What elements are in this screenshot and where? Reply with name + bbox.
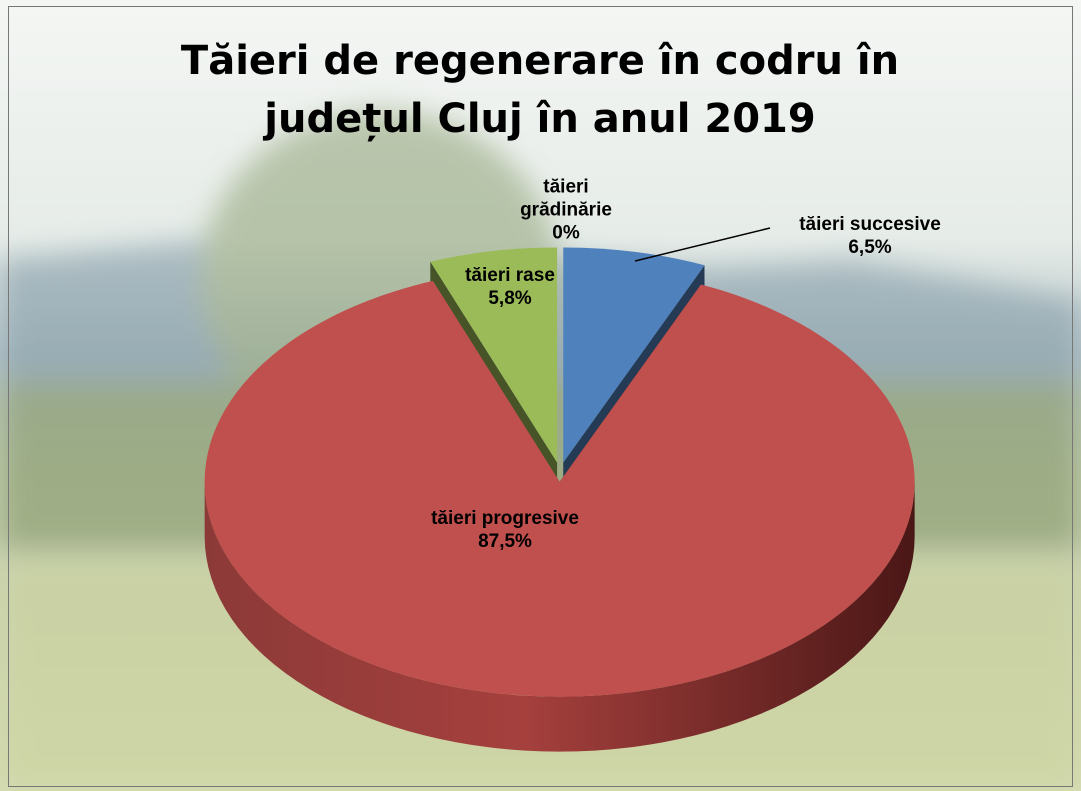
slice-name: tăieri grădinărie <box>520 176 612 221</box>
pie <box>204 247 915 752</box>
slice-name: tăieri rase <box>465 265 555 286</box>
slice-value: 87,5% <box>478 531 532 552</box>
chart-title: Tăieri de regenerare în codru în județul… <box>180 38 900 142</box>
data-label: tăieri succesive 6,5% <box>740 213 1000 259</box>
slice-name: tăieri succesive <box>799 214 941 235</box>
slice <box>563 247 705 463</box>
slice-value: 5,8% <box>488 288 532 309</box>
data-label: tăieri rase 5,8% <box>430 264 590 310</box>
slice-name: tăieri progresive <box>431 508 579 529</box>
data-label: tăieri progresive 87,5% <box>430 507 580 553</box>
slice <box>430 247 558 463</box>
data-label: tăieri grădinărie 0% <box>511 176 621 245</box>
slice-wall <box>204 481 915 752</box>
leader-line <box>634 227 771 262</box>
slice-value: 6,5% <box>848 237 892 258</box>
slice-value: 0% <box>552 222 580 244</box>
slice <box>204 280 915 697</box>
frame <box>8 6 1073 787</box>
